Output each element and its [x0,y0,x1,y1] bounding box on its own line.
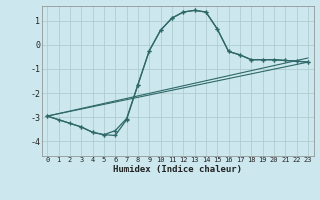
X-axis label: Humidex (Indice chaleur): Humidex (Indice chaleur) [113,165,242,174]
